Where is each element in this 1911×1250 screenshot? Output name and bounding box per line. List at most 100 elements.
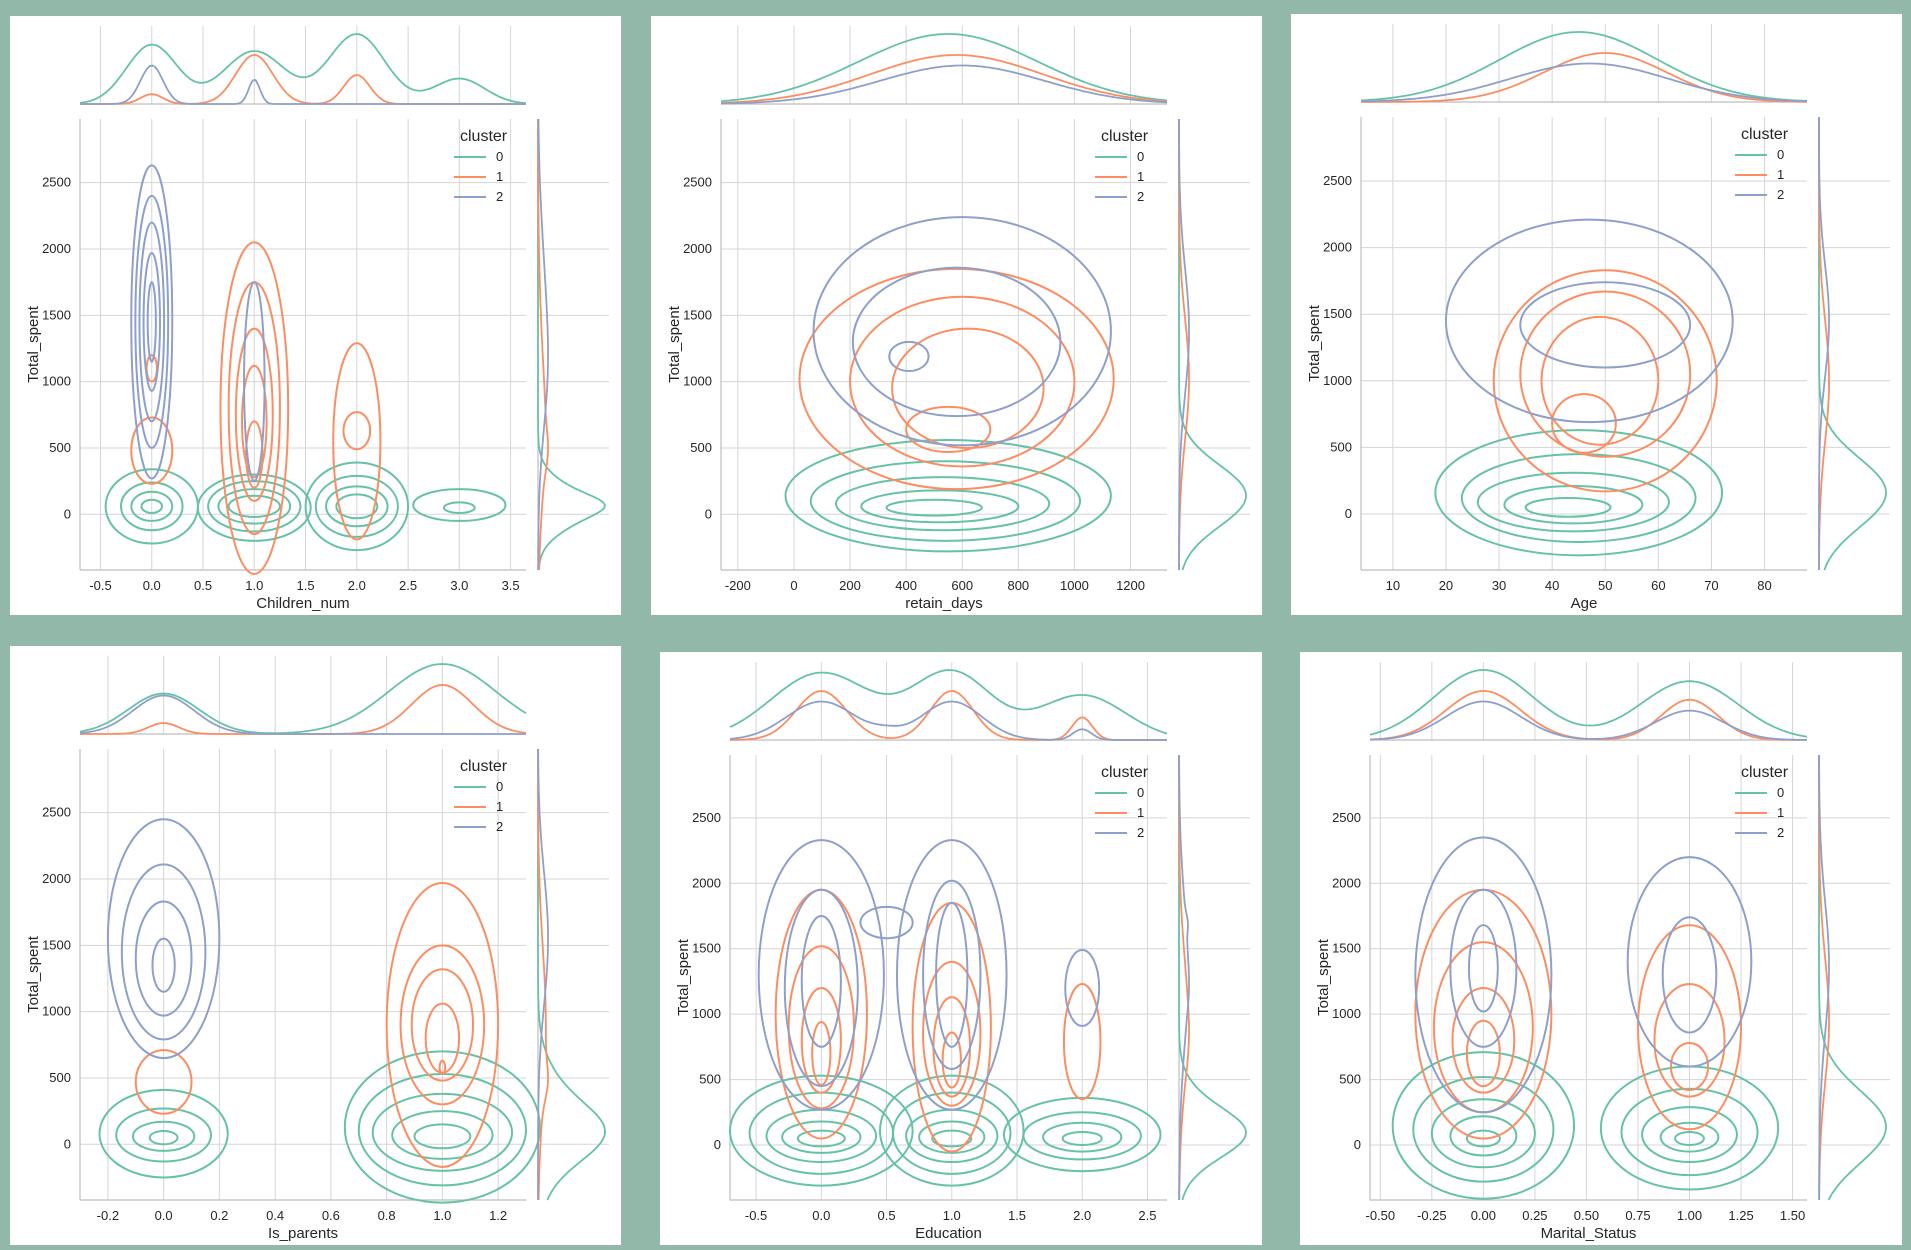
y-tick-label: 2000 [1332, 875, 1361, 890]
y-tick-label: 2500 [1332, 810, 1361, 825]
kde-contour-cluster-0 [1503, 485, 1644, 525]
x-tick-label: 10 [1386, 578, 1400, 593]
legend-title: cluster [1741, 126, 1789, 143]
y-tick-label: 1500 [42, 937, 71, 952]
kde-contour-cluster-2 [1444, 218, 1734, 424]
y-axis-label: Total_spent [1315, 938, 1332, 1016]
marginal-x-density-cluster-1 [720, 54, 1168, 104]
marginal-x-density-cluster-0 [79, 33, 527, 105]
x-tick-label: 800 [1007, 578, 1029, 593]
kde-contour-cluster-1 [922, 960, 982, 1107]
kde-contour-cluster-0 [860, 489, 1020, 524]
y-tick-label: 0 [64, 506, 71, 521]
kde-contour-cluster-2 [1467, 924, 1499, 1013]
kde-contour-cluster-0 [196, 473, 312, 542]
kde-contour-cluster-2 [106, 818, 221, 1060]
kde-contour-cluster-1 [849, 295, 1076, 468]
x-tick-label: -200 [725, 578, 751, 593]
kde-contour-cluster-1 [1636, 924, 1743, 1131]
y-tick-label: 2500 [1323, 173, 1352, 188]
legend-title: cluster [460, 758, 508, 775]
kde-contour-cluster-0 [892, 1091, 1012, 1175]
kde-contour-cluster-0 [98, 1088, 229, 1179]
kde-contour-cluster-2 [757, 839, 885, 1111]
legend-label-2: 2 [1777, 825, 1784, 840]
legend-title: cluster [1101, 764, 1149, 781]
x-tick-label: 80 [1757, 578, 1771, 593]
kde-contour-cluster-0 [371, 1092, 514, 1172]
kde-contour-cluster-2 [800, 914, 842, 1048]
y-tick-label: 0 [714, 1137, 721, 1152]
x-tick-label: 0.5 [877, 1208, 895, 1223]
y-tick-label: 1500 [42, 307, 71, 322]
x-tick-label: 1.5 [1008, 1208, 1026, 1223]
kde-contour-cluster-2 [1661, 916, 1718, 1034]
kde-contour-cluster-0 [1022, 1111, 1142, 1161]
x-tick-label: 400 [895, 578, 917, 593]
legend: cluster 0 1 2 [1735, 764, 1789, 840]
kde-contour-cluster-1 [1062, 983, 1102, 1101]
kde-contour-cluster-1 [1669, 1041, 1710, 1092]
y-axis-label: Total_spent [25, 935, 42, 1013]
kde-contour-cluster-2 [1626, 856, 1753, 1068]
y-tick-label: 2000 [42, 241, 71, 256]
kde-contour-cluster-0 [809, 460, 1082, 542]
legend-label-2: 2 [496, 819, 503, 834]
kde-contour-cluster-0 [1412, 1075, 1555, 1183]
x-tick-label: 0.6 [322, 1208, 340, 1223]
marginal-y-density-cluster-2 [1818, 755, 1830, 1200]
y-tick-label: 500 [690, 440, 712, 455]
kde-contour-cluster-0 [217, 488, 292, 525]
kde-contour-cluster-1 [385, 881, 500, 1168]
x-tick-label: 0 [790, 578, 797, 593]
y-tick-label: 2000 [1323, 240, 1352, 255]
legend-label-2: 2 [496, 189, 503, 204]
x-tick-label: 0.4 [266, 1208, 284, 1223]
kde-contour-cluster-2 [922, 879, 982, 1071]
kde-contour-cluster-2 [120, 863, 207, 1041]
kde-contour-cluster-0 [391, 1110, 494, 1160]
y-tick-label: 1500 [1332, 941, 1361, 956]
kde-contour-cluster-0 [1620, 1087, 1759, 1177]
marginal-y-density-cluster-1 [537, 749, 549, 1201]
y-tick-label: 2000 [42, 871, 71, 886]
x-tick-label: -0.25 [1417, 1208, 1447, 1223]
x-tick-label: -0.5 [745, 1208, 767, 1223]
x-tick-label: 40 [1545, 578, 1559, 593]
marginal-x-density-cluster-1 [1361, 52, 1808, 103]
kde-contour-cluster-2 [935, 901, 969, 1048]
kde-contour-cluster-0 [931, 1129, 973, 1148]
kde-contour-cluster-1 [245, 420, 264, 489]
marginal-x-density-cluster-0 [1369, 669, 1808, 738]
kde-contour-cluster-1 [941, 1031, 962, 1089]
legend-label-0: 0 [496, 779, 503, 794]
y-tick-label: 2500 [692, 810, 721, 825]
marginal-group [1360, 31, 1887, 571]
marginal-y-density-cluster-1 [1818, 755, 1830, 1200]
y-tick-label: 500 [49, 440, 71, 455]
kde-contour-cluster-1 [905, 405, 992, 453]
kde-contour-cluster-0 [1434, 429, 1724, 557]
marginal-x-density-cluster-1 [80, 684, 527, 735]
x-tick-label: 600 [951, 578, 973, 593]
kde-contour-cluster-0 [796, 1129, 846, 1148]
kde-contour-cluster-1 [891, 327, 1045, 449]
x-tick-label: 1.0 [433, 1208, 451, 1223]
marginal-group [1369, 669, 1887, 1201]
kde-contour-cluster-2 [1449, 888, 1518, 1048]
kde-contour-cluster-0 [918, 1120, 986, 1154]
chart-is-parents: -0.2 0.0 0.2 0.4 0.6 0.8 1.0 1.2 0 500 1000 1500 200… [25, 656, 609, 1242]
kde-contour-cluster-1 [332, 342, 382, 541]
marginal-y-density-cluster-1 [537, 119, 549, 571]
legend: cluster 0 1 2 [1095, 764, 1149, 840]
legend: cluster 0 1 2 [1735, 126, 1789, 202]
y-axis-label: Total_spent [25, 305, 42, 383]
x-tick-label: 70 [1704, 578, 1718, 593]
marginal-x-density-cluster-1 [730, 690, 1167, 741]
x-tick-label: 2.0 [348, 578, 366, 593]
marginal-y-density-cluster-0 [537, 749, 606, 1201]
jointplot-age: 10 20 30 40 50 60 70 80 0 500 1000 1500 2000 2500 Age T… [1291, 14, 1902, 615]
contour-group [784, 216, 1115, 553]
marginal-x-density-cluster-2 [721, 64, 1168, 105]
x-axis-label: retain_days [905, 595, 983, 612]
